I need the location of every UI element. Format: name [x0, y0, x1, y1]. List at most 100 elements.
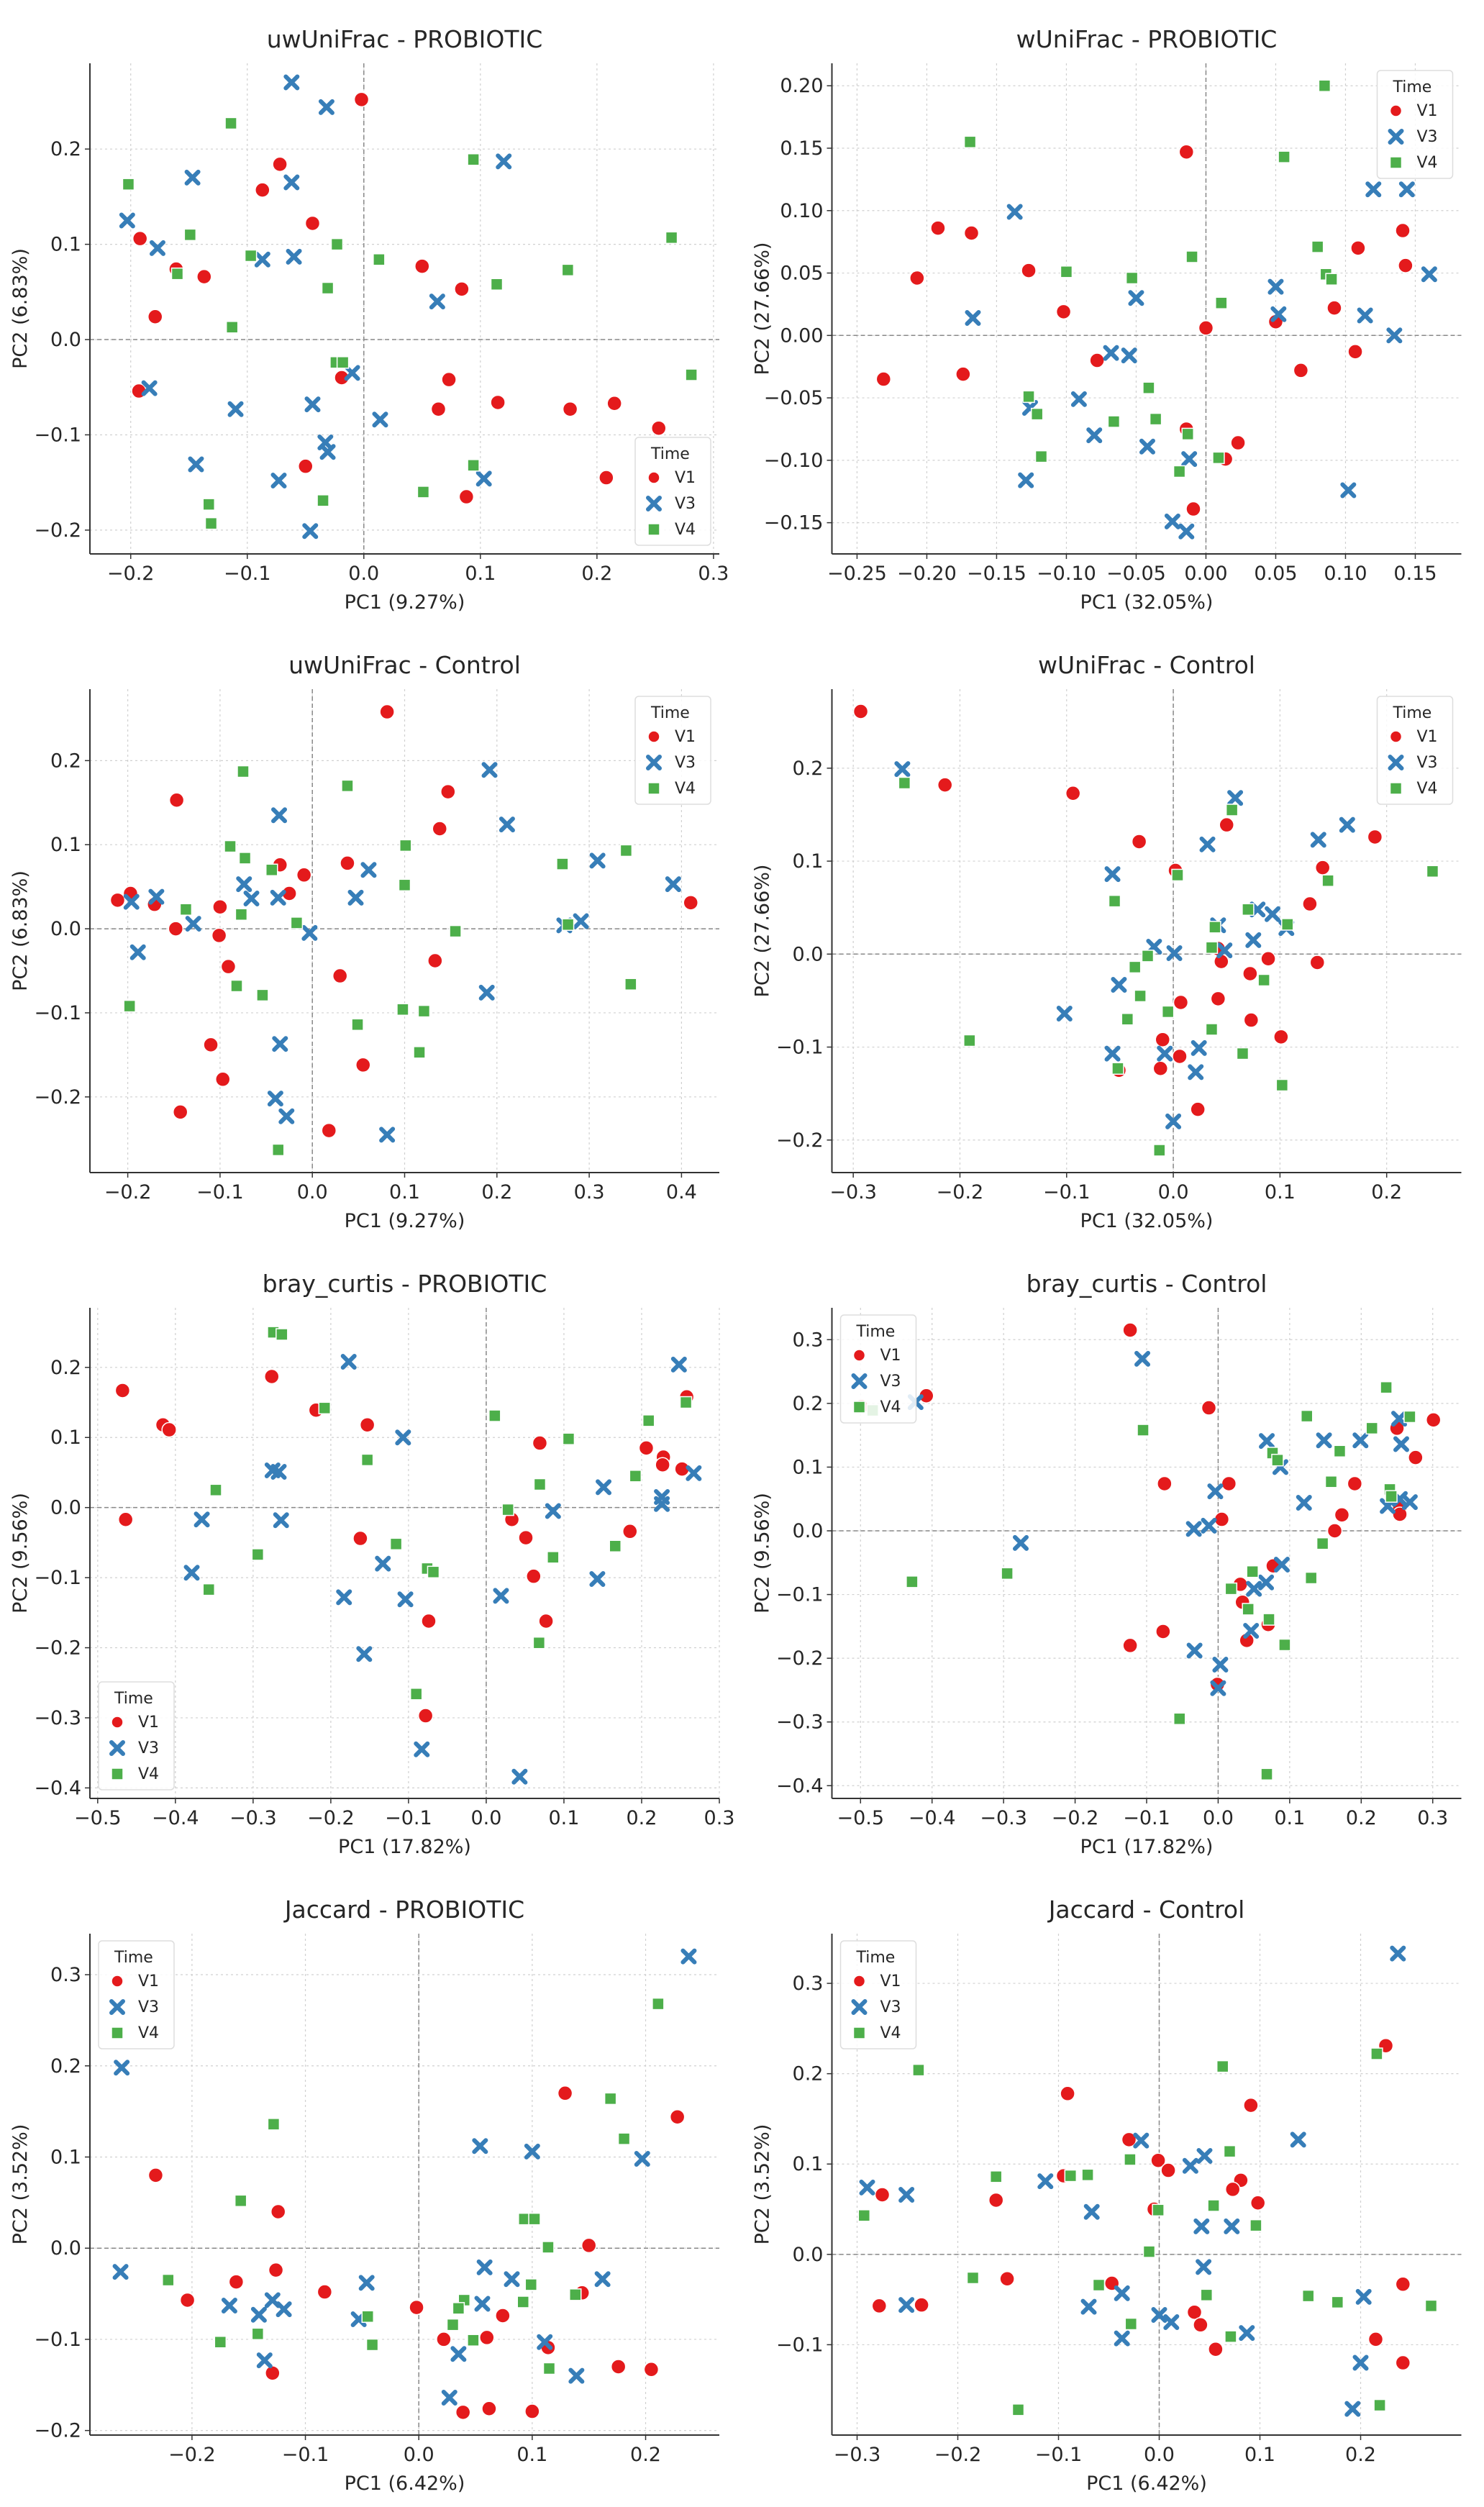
point-v3	[119, 212, 135, 229]
point-v1	[1302, 896, 1318, 912]
legend-marker-v4	[1389, 782, 1403, 795]
point-v4	[963, 135, 977, 149]
point-v3	[1216, 942, 1233, 959]
panel-jaccard-probiotic: Jaccard - PROBIOTIC −0.2 −0.1 0.0 0.1 0.2 −0.2…	[0, 1870, 742, 2507]
y-tick-label: −0.05	[764, 387, 824, 409]
point-v4	[561, 263, 575, 277]
legend-box	[98, 1681, 175, 1791]
y-tick-label: −0.1	[34, 1567, 81, 1589]
point-v1	[379, 704, 395, 720]
point-v3	[184, 169, 201, 186]
panel-uwunifrac-probiotic: uwUniFrac - PROBIOTIC −0.2 −0.1 0.0 0.1 0.2 0.…	[0, 0, 742, 626]
chart-uwunifrac-control: uwUniFrac - Control −0.2 −0.1 0.0 0.1 0.2 0.3 0…	[9, 651, 719, 1232]
x-tick-label: 0.3	[1417, 1807, 1448, 1829]
point-v4	[1223, 2144, 1237, 2158]
x-axis-label: PC1 (6.42%)	[345, 2472, 465, 2495]
point-v4	[1246, 1565, 1259, 1578]
point-v1	[1243, 1012, 1260, 1028]
y-tick-label: 0.2	[50, 1357, 81, 1379]
y-tick-label: 0.3	[793, 1329, 824, 1351]
point-v4	[1236, 1047, 1249, 1060]
legend-label-v4: V4	[675, 780, 696, 798]
point-v1	[321, 1122, 337, 1139]
point-v1	[622, 1524, 638, 1539]
series-v3	[119, 74, 512, 540]
point-v3	[1086, 427, 1103, 444]
point-v4	[963, 1034, 976, 1047]
point-v4	[1278, 1638, 1291, 1652]
point-v4	[1224, 2330, 1237, 2343]
point-v3	[1390, 1411, 1407, 1427]
legend: Time V1 V3 V4	[98, 1940, 175, 2049]
point-v4	[361, 2310, 375, 2324]
point-v3	[1070, 391, 1087, 407]
point-v3	[1344, 2401, 1361, 2417]
legend-box	[634, 696, 711, 805]
legend-box	[839, 1314, 917, 1424]
point-v4	[162, 2273, 175, 2287]
legend-marker-v4	[852, 1401, 866, 1414]
point-v4	[1092, 2278, 1106, 2292]
point-v3	[375, 1555, 391, 1572]
point-v4	[1275, 1078, 1289, 1092]
point-v3	[680, 1948, 697, 1965]
point-v3	[429, 294, 445, 310]
point-v3	[1114, 2285, 1130, 2301]
point-v3	[276, 2301, 292, 2318]
chart-title: uwUniFrac - PROBIOTIC	[267, 25, 543, 53]
x-tick-label: 0.3	[704, 1807, 735, 1829]
point-v4	[1373, 2398, 1386, 2412]
point-v3	[1212, 1657, 1229, 1673]
point-v3	[318, 99, 334, 115]
legend-marker-v3	[851, 1373, 868, 1389]
point-v3	[243, 891, 260, 907]
point-v3	[450, 2346, 467, 2362]
chart-uwunifrac-probiotic: uwUniFrac - PROBIOTIC −0.2 −0.1 0.0 0.1 0.2 0.…	[9, 25, 729, 614]
y-tick-label: 0.2	[50, 138, 81, 160]
point-v4	[230, 979, 243, 993]
point-v4	[542, 2241, 555, 2254]
point-v1	[417, 1708, 434, 1724]
point-v4	[1064, 2169, 1078, 2183]
legend-title: Time	[856, 1949, 896, 1967]
point-v3	[414, 1741, 430, 1757]
point-v4	[524, 2278, 538, 2291]
x-tick-label: 0.3	[574, 1181, 605, 1204]
point-v4	[1215, 296, 1228, 309]
x-axis-label: PC1 (9.27%)	[345, 591, 465, 614]
x-tick-label: 0.0	[1144, 2444, 1175, 2466]
point-v1	[1260, 951, 1276, 967]
x-tick-label: −0.3	[229, 1807, 277, 1829]
point-v4	[1212, 451, 1225, 465]
point-v1	[557, 2085, 573, 2101]
y-tick-label: −0.1	[776, 2334, 824, 2356]
point-v4	[1124, 2153, 1137, 2166]
legend-label-v3: V3	[1417, 128, 1438, 146]
point-v1	[215, 1071, 231, 1088]
point-v3	[236, 876, 252, 893]
legend: Time V1 V3 V4	[634, 437, 711, 546]
point-v1	[1395, 2354, 1411, 2371]
legend: Time V1 V3 V4	[1376, 696, 1454, 805]
y-tick-label: 0.2	[793, 1393, 824, 1415]
x-tick-label: −0.2	[934, 2444, 982, 2466]
point-v4	[1325, 273, 1338, 286]
legend-title: Time	[650, 704, 690, 722]
x-tick-label: −0.25	[827, 563, 887, 585]
point-v3	[149, 240, 165, 256]
y-tick-label: 0.05	[780, 263, 823, 285]
point-v4	[238, 852, 252, 865]
point-v1	[1193, 2317, 1208, 2333]
x-tick-label: 0.4	[666, 1181, 697, 1204]
point-v3	[250, 2306, 267, 2323]
point-v1	[1201, 1400, 1217, 1416]
legend-marker-v3	[109, 1999, 125, 2015]
point-v3	[1018, 472, 1034, 488]
point-v1	[332, 968, 348, 984]
point-v3	[476, 2259, 493, 2275]
point-v1	[1208, 2341, 1224, 2357]
series-v4	[202, 1326, 693, 1701]
point-v1	[220, 958, 237, 975]
point-v3	[270, 1463, 287, 1480]
point-v1	[1131, 834, 1147, 850]
